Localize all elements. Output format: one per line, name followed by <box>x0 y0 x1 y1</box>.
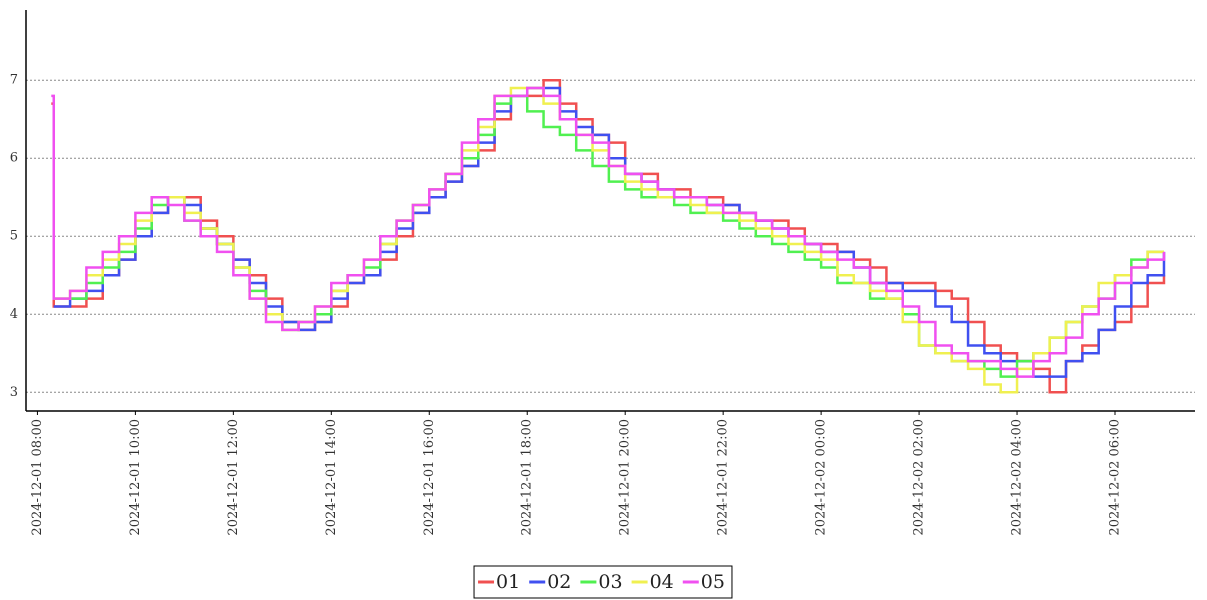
y-tick-label: 4 <box>10 307 18 322</box>
x-tick-label: 2024-12-01 10:00 <box>128 419 143 536</box>
legend-label: 02 <box>547 571 571 593</box>
series-line <box>51 86 1166 378</box>
y-tick-label: 3 <box>10 385 18 400</box>
x-tick-label: 2024-12-01 12:00 <box>226 419 241 536</box>
y-tick-label: 6 <box>10 151 18 166</box>
x-tick-label: 2024-12-01 22:00 <box>716 419 731 536</box>
legend-label: 03 <box>598 571 622 593</box>
y-tick-label: 7 <box>10 73 18 88</box>
y-tick-label: 5 <box>10 229 18 244</box>
series-line <box>53 86 1166 378</box>
x-tick-label: 2024-12-01 08:00 <box>30 419 45 536</box>
x-tick-label: 2024-12-02 00:00 <box>814 419 829 536</box>
legend-label: 01 <box>496 571 520 593</box>
x-tick-label: 2024-12-01 14:00 <box>324 419 339 536</box>
x-tick-label: 2024-12-01 20:00 <box>618 419 633 536</box>
x-tick-label: 2024-12-02 06:00 <box>1107 419 1122 536</box>
legend-box <box>473 565 733 599</box>
x-tick-label: 2024-12-02 04:00 <box>1010 419 1025 536</box>
x-tick-label: 2024-12-01 16:00 <box>422 419 437 536</box>
legend-label: 04 <box>650 571 674 593</box>
x-tick-label: 2024-12-01 18:00 <box>520 419 535 536</box>
legend: 01 02 03 04 05 <box>473 565 733 599</box>
legend-label: 05 <box>701 571 725 593</box>
x-tick-label: 2024-12-02 02:00 <box>912 419 927 536</box>
